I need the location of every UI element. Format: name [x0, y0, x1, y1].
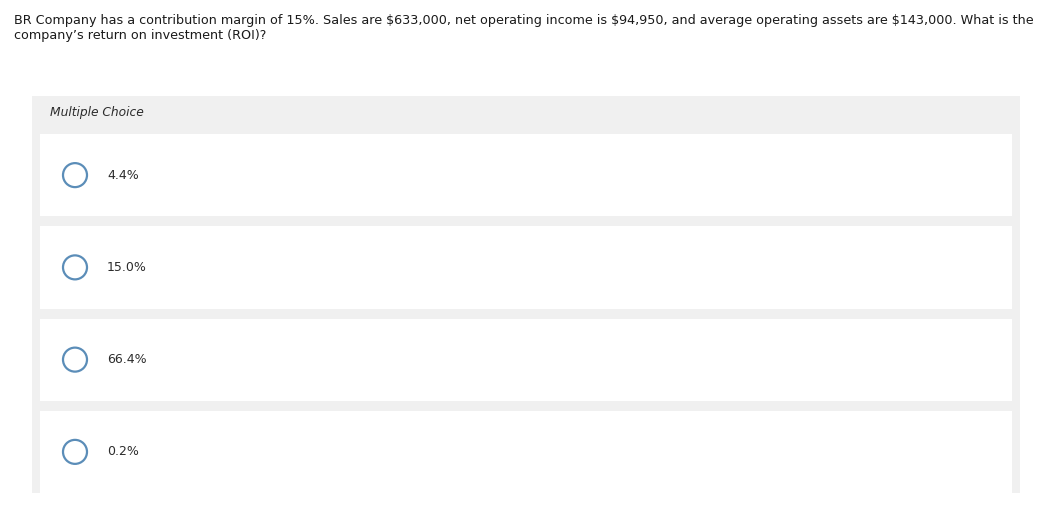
Bar: [40, 411, 1012, 493]
Text: 15.0%: 15.0%: [107, 261, 147, 274]
Text: Multiple Choice: Multiple Choice: [50, 106, 144, 119]
Text: BR Company has a contribution margin of 15%. Sales are $633,000, net operating i: BR Company has a contribution margin of …: [14, 14, 1034, 27]
Bar: [32, 96, 1020, 493]
Circle shape: [63, 440, 87, 464]
Bar: [40, 318, 1012, 401]
Bar: [40, 134, 1012, 216]
Circle shape: [63, 163, 87, 187]
Circle shape: [63, 347, 87, 371]
Text: 4.4%: 4.4%: [107, 169, 139, 181]
Bar: [40, 226, 1012, 309]
Circle shape: [63, 256, 87, 280]
Text: company’s return on investment (ROI)?: company’s return on investment (ROI)?: [14, 29, 266, 42]
Text: 0.2%: 0.2%: [107, 446, 139, 458]
Text: 66.4%: 66.4%: [107, 353, 146, 366]
